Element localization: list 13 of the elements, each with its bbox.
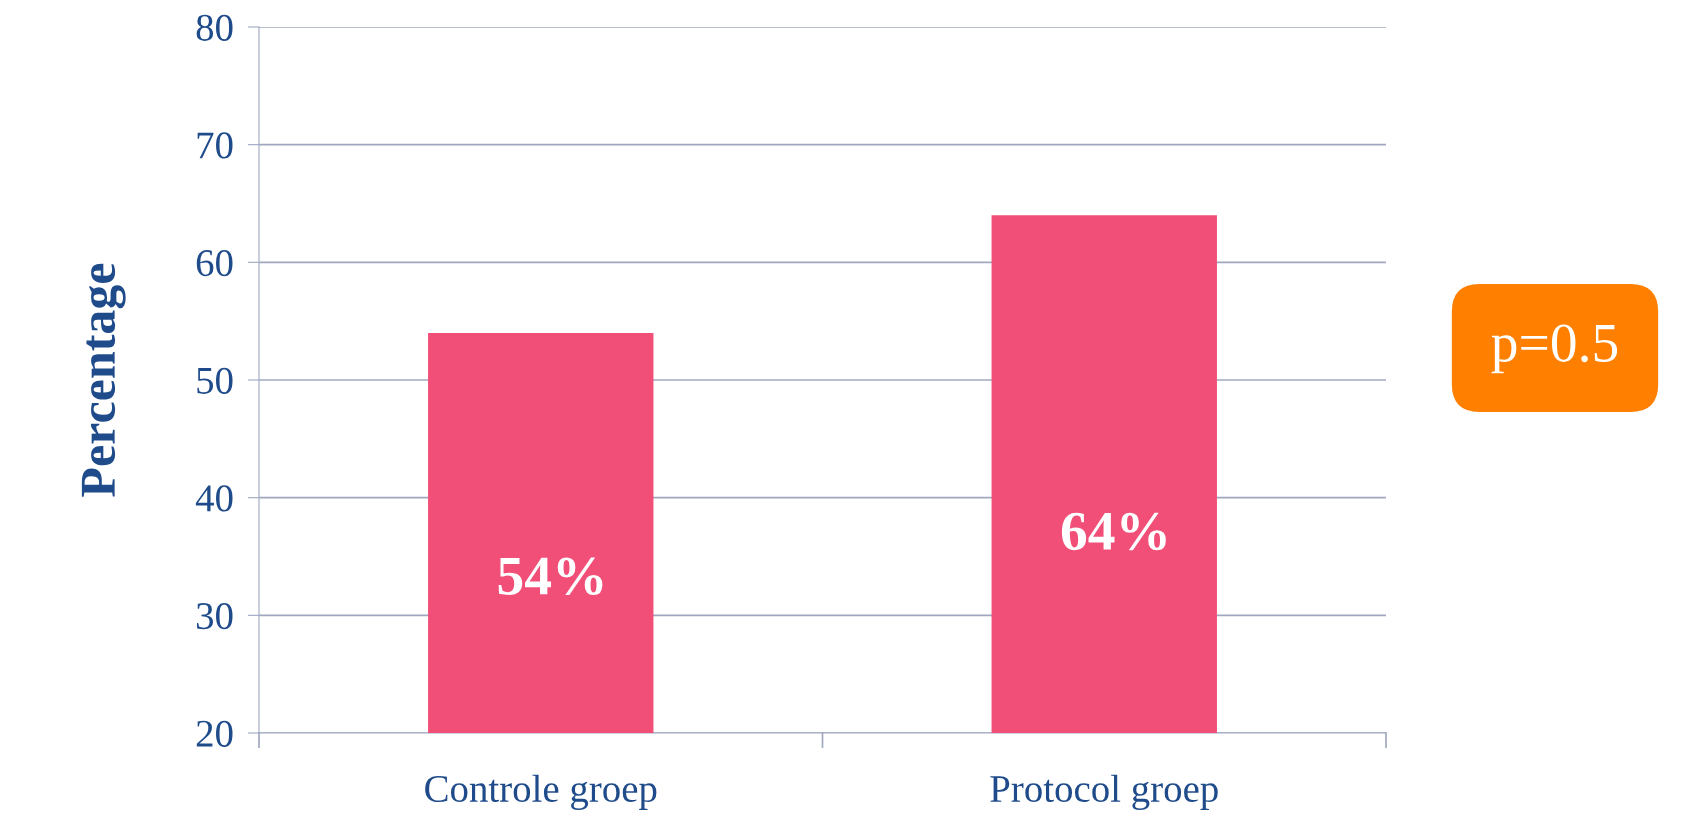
y-tick-label: 30 xyxy=(196,602,233,630)
y-axis-title: Percentage xyxy=(81,263,126,497)
x-tick-label: Controle groep xyxy=(425,774,657,811)
data-label: 64% xyxy=(1061,512,1166,551)
y-tick-label: 50 xyxy=(197,367,233,394)
data-label: 54% xyxy=(498,557,603,596)
y-tick-label: 70 xyxy=(197,132,233,159)
x-tick-label: Protocol groep xyxy=(990,774,1218,811)
y-tick-label: 60 xyxy=(196,249,233,277)
y-tick-label: 40 xyxy=(195,485,233,512)
y-tick-label: 20 xyxy=(196,720,233,747)
y-tick-label: 80 xyxy=(196,14,233,41)
text: p=0.5 xyxy=(1491,324,1618,374)
